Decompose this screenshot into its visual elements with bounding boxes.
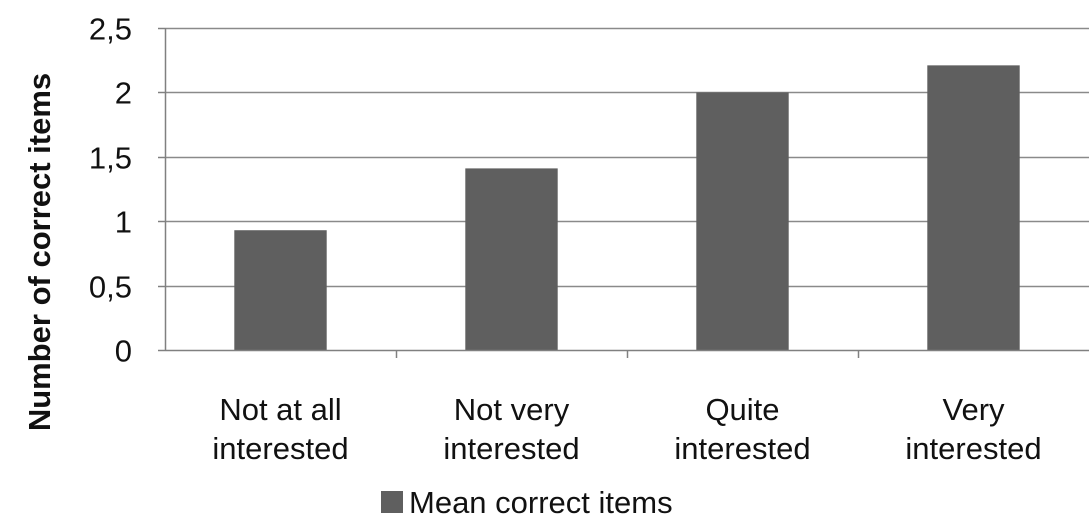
bars [234, 65, 1019, 350]
y-tick-label: 0 [115, 334, 132, 369]
x-category-label: Not very [454, 392, 570, 427]
bar [465, 168, 557, 350]
x-category-label: Quite [705, 392, 779, 427]
x-category-label: interested [212, 431, 348, 466]
y-tick-label: 0,5 [89, 270, 132, 305]
x-category-labels: Not at all interested Not very interested Qu… [212, 392, 1041, 466]
y-tick-label: 2,5 [89, 12, 132, 47]
legend-swatch [381, 491, 403, 513]
x-category-label: interested [443, 431, 579, 466]
legend: Mean correct items [381, 485, 673, 520]
x-category-label: interested [674, 431, 810, 466]
bar [927, 65, 1019, 350]
y-tick-label: 2 [115, 76, 132, 111]
bar [234, 230, 326, 350]
y-axis-title: Number of correct items [22, 73, 57, 431]
y-tick-labels: 0 0,5 1 1,5 2 2,5 [89, 12, 132, 369]
legend-label: Mean correct items [409, 485, 673, 520]
bar [696, 92, 788, 350]
y-tick-label: 1 [115, 205, 132, 240]
x-category-label: Very [942, 392, 1005, 427]
x-category-label: Not at all [219, 392, 341, 427]
x-category-label: interested [905, 431, 1041, 466]
y-tick-label: 1,5 [89, 141, 132, 176]
